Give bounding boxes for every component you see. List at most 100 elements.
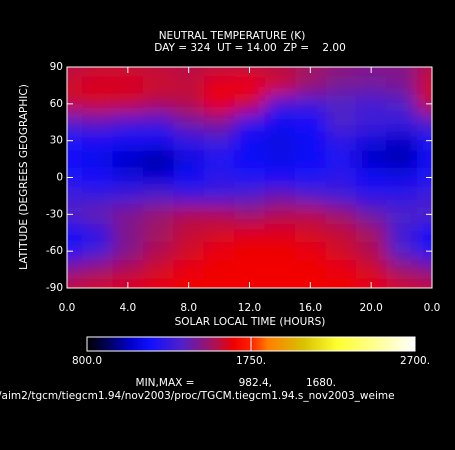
x-tick-label: 8.0 (180, 302, 197, 314)
y-axis-label: LATITUDE (DEGREES GEOGRAPHIC) (18, 84, 30, 270)
heat-cell (173, 149, 205, 169)
y-tick-label: 0 (56, 172, 63, 184)
heat-cell (203, 94, 235, 114)
heat-cell (173, 186, 205, 206)
heat-cell (203, 149, 235, 169)
heat-cell (143, 168, 174, 188)
heat-cell (112, 205, 144, 225)
heat-cell (355, 260, 387, 280)
heat-cell (82, 205, 114, 225)
heat-cell (234, 260, 266, 280)
heat-cell (67, 168, 83, 188)
heat-cell (325, 260, 357, 280)
heat-cell (67, 131, 83, 151)
heat-cell (355, 205, 387, 225)
x-axis-label: SOLAR LOCAL TIME (HOURS) (175, 316, 326, 328)
heat-cell (234, 168, 266, 188)
heat-cell (325, 205, 357, 225)
heat-cell (203, 76, 235, 96)
heat-cell (82, 186, 114, 206)
heat-cell (234, 76, 266, 96)
heat-cell (203, 260, 235, 280)
heat-cell (355, 94, 387, 114)
heat-cell (386, 223, 418, 243)
heat-cell (143, 67, 174, 77)
heat-cell (112, 113, 144, 132)
x-tick-label: 4.0 (119, 302, 136, 314)
heat-cell (386, 186, 418, 206)
heat-cell (295, 113, 327, 132)
heat-cell (264, 205, 296, 225)
heat-cell (143, 260, 174, 280)
heat-cell (112, 149, 144, 169)
heat-cell (173, 168, 205, 188)
heat-cell (264, 149, 296, 169)
chart-subtitle: DAY = 324 UT = 14.00 ZP = 2.00 (154, 42, 346, 54)
heat-cell (82, 67, 114, 77)
heat-cell (355, 131, 387, 151)
heat-cell (82, 168, 114, 188)
heat-cell (143, 131, 174, 151)
heat-cell (264, 94, 296, 114)
heat-cell (67, 67, 83, 77)
heat-cell (67, 241, 83, 261)
heat-cell (173, 113, 205, 132)
file-path: /aim2/tgcm/tiegcm1.94/nov2003/proc/TGCM.… (0, 390, 395, 402)
heat-cell (355, 113, 387, 132)
heat-cell (112, 131, 144, 151)
heat-cell (203, 186, 235, 206)
heat-cell (295, 223, 327, 243)
heat-cell (143, 223, 174, 243)
heat-cell (295, 260, 327, 280)
heat-cell (386, 113, 418, 132)
heat-cell (295, 186, 327, 206)
heat-cell (264, 260, 296, 280)
heat-cell (325, 131, 357, 151)
heat-cell (143, 186, 174, 206)
heat-cell (143, 205, 174, 225)
heat-cell (67, 76, 83, 96)
y-tick-label: 90 (50, 61, 63, 73)
heat-cell (143, 241, 174, 261)
heat-cell (203, 113, 235, 132)
heat-cell (82, 94, 114, 114)
heat-cell (234, 241, 266, 261)
heat-cell (112, 76, 144, 96)
heat-cell (264, 131, 296, 151)
heat-cell (203, 131, 235, 151)
x-tick-label: 20.0 (359, 302, 382, 314)
heat-cell (386, 278, 418, 288)
heat-cell (173, 260, 205, 280)
colorbar-tick-label: 800.0 (72, 355, 102, 367)
heat-cell (416, 186, 432, 206)
heat-cell (143, 113, 174, 132)
heat-cell (82, 278, 114, 288)
heat-cell (416, 76, 432, 96)
heat-cell (355, 186, 387, 206)
heat-cell (234, 113, 266, 132)
heat-cell (325, 241, 357, 261)
heat-cell (173, 241, 205, 261)
heat-cell (386, 94, 418, 114)
heat-cell (355, 241, 387, 261)
heat-cell (386, 149, 418, 169)
heat-cell (295, 205, 327, 225)
heat-cell (386, 168, 418, 188)
heat-cell (82, 260, 114, 280)
y-tick-label: -30 (46, 208, 63, 220)
heat-cell (416, 113, 432, 132)
heat-cell (82, 76, 114, 96)
heat-cell (82, 241, 114, 261)
heat-cell (416, 205, 432, 225)
heat-cell (82, 113, 114, 132)
heat-cell (325, 113, 357, 132)
heat-cell (416, 278, 432, 288)
heat-cell (325, 186, 357, 206)
heat-cell (203, 223, 235, 243)
heat-cell (173, 94, 205, 114)
heat-cell (295, 168, 327, 188)
heat-cell (325, 168, 357, 188)
heat-cell (82, 131, 114, 151)
heat-cell (67, 94, 83, 114)
heat-cell (112, 241, 144, 261)
